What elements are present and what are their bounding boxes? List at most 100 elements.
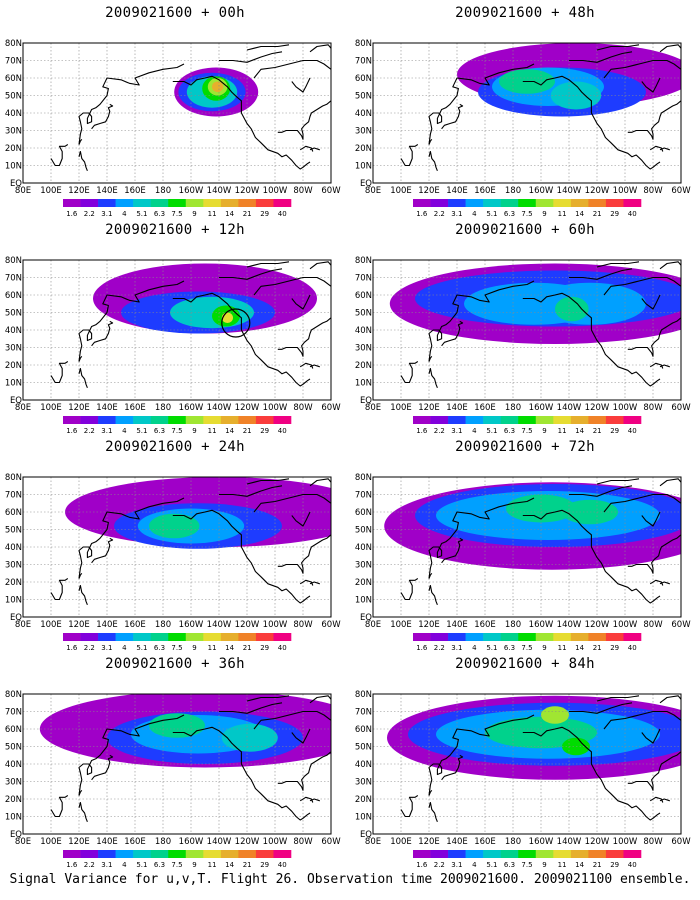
colorbar-label: 14 — [575, 210, 584, 218]
y-tick-label: 70N — [355, 708, 372, 718]
y-tick-label: 80N — [355, 256, 372, 266]
contour-blob — [541, 706, 569, 724]
y-tick-label: 30N — [355, 778, 372, 788]
y-tick-label: 50N — [355, 743, 372, 753]
x-tick-label: 120W — [585, 186, 610, 196]
coastline — [428, 63, 535, 145]
colorbar-label: 21 — [593, 427, 602, 435]
colorbar-swatch — [570, 416, 589, 424]
colorbar-swatch — [430, 199, 449, 207]
x-tick-label: 100E — [390, 837, 412, 847]
map-panel: 2009021600 + 24h EQ 10N 20N 30N 40N 50N 60N 70N… — [5, 439, 345, 654]
coastline — [91, 537, 114, 564]
colorbar-label: 2.2 — [434, 644, 445, 652]
coastline — [219, 268, 283, 280]
colorbar-swatch — [238, 633, 257, 641]
coastline — [291, 511, 311, 527]
y-tick-label: 10N — [5, 379, 22, 389]
colorbar-swatch — [115, 633, 134, 641]
x-tick-label: 180 — [155, 837, 171, 847]
colorbar-swatch — [185, 850, 204, 858]
coastline — [291, 294, 311, 310]
colorbar-label: 40 — [278, 861, 287, 869]
x-tick-label: 80W — [643, 620, 663, 630]
grid-lines — [23, 43, 331, 183]
y-tick-label: 20N — [5, 144, 22, 154]
coastline — [78, 355, 83, 362]
x-tick-label: 180 — [505, 837, 521, 847]
colorbar-label: 6.3 — [154, 644, 165, 652]
y-tick-label: 60N — [355, 725, 372, 735]
colorbar-label: 7.5 — [521, 644, 532, 652]
y-tick-label: 60N — [5, 74, 22, 84]
coastline — [641, 294, 661, 310]
coastline — [603, 493, 681, 513]
plot-frame — [372, 693, 682, 835]
coastline — [428, 138, 433, 145]
y-tick-label: 30N — [355, 344, 372, 354]
colorbar-swatch — [168, 199, 187, 207]
colorbar: 1.6 2.2 3.1 4 5.1 6.3 7.5 9 11 14 21 29 40 — [413, 850, 642, 869]
colorbar-label: 29 — [260, 861, 269, 869]
x-tick-label: 80W — [293, 620, 313, 630]
colorbar-swatch — [605, 633, 624, 641]
colorbar-label: 1.6 — [416, 861, 428, 869]
colorbar-swatch — [203, 199, 222, 207]
colorbar-swatch — [63, 416, 81, 424]
grid-lines — [373, 260, 681, 400]
x-tick-label: 80W — [643, 837, 663, 847]
y-tick-label: 30N — [5, 344, 22, 354]
x-tick-label: 60W — [671, 837, 691, 847]
colorbar-label: 14 — [575, 644, 584, 652]
coastline — [428, 355, 433, 362]
coastline — [219, 51, 283, 63]
colorbar-swatch — [168, 416, 187, 424]
map-plot: EQ 10N 20N 30N 40N 50N 60N 70N 80N 80E 100E 120E 140… — [5, 473, 341, 652]
x-tick-label: 180 — [155, 620, 171, 630]
colorbar-swatch — [553, 850, 572, 858]
panel-title: 2009021600 + 48h — [455, 5, 595, 21]
colorbar-label: 1.6 — [66, 427, 78, 435]
coastline — [659, 798, 670, 802]
coastlines — [50, 695, 331, 823]
coastline — [627, 317, 681, 357]
colorbar-label: 5.1 — [136, 427, 147, 435]
colorbar-swatch — [623, 633, 642, 641]
colorbar-label: 6.3 — [154, 861, 165, 869]
colorbar-label: 11 — [208, 427, 217, 435]
y-tick-label: EQ — [10, 613, 22, 623]
y-tick-label: 30N — [355, 561, 372, 571]
colorbar-label: 3.1 — [451, 210, 462, 218]
plot-frame — [22, 476, 332, 618]
colorbar-label: 21 — [593, 644, 602, 652]
y-tick-label: 10N — [5, 596, 22, 606]
y-tick-label: 40N — [355, 326, 372, 336]
x-tick-label: 100W — [613, 837, 638, 847]
coastline — [78, 584, 88, 606]
coastline — [309, 261, 331, 270]
coastline — [246, 44, 290, 51]
colorbar-label: 2.2 — [84, 210, 95, 218]
coastline — [569, 268, 633, 280]
signal-variance-field — [174, 67, 259, 117]
coastline — [291, 728, 311, 744]
colorbar-label: 2.2 — [84, 861, 95, 869]
coastline — [641, 728, 661, 744]
x-tick-label: 100W — [613, 186, 638, 196]
map-panel: 2009021600 + 12h EQ 10N 20N 30N 40N 50N 60N 70N… — [5, 222, 345, 437]
colorbar-label: 9 — [192, 861, 196, 869]
coastline — [91, 103, 114, 130]
colorbar-label: 4 — [122, 861, 127, 869]
colorbar-label: 5.1 — [486, 427, 497, 435]
coastline — [78, 150, 88, 172]
colorbar-swatch — [150, 850, 169, 858]
colorbar-swatch — [553, 199, 572, 207]
coastline — [91, 754, 114, 781]
map-panel: 2009021600 + 72h EQ 10N 20N 30N 40N 50N 60N 70N… — [355, 439, 695, 654]
colorbar-label: 7.5 — [171, 644, 182, 652]
x-tick-label: 160E — [124, 837, 146, 847]
colorbar-swatch — [448, 199, 466, 207]
y-tick-label: 40N — [5, 326, 22, 336]
y-tick-label: 30N — [355, 127, 372, 137]
colorbar-label: 6.3 — [154, 427, 165, 435]
